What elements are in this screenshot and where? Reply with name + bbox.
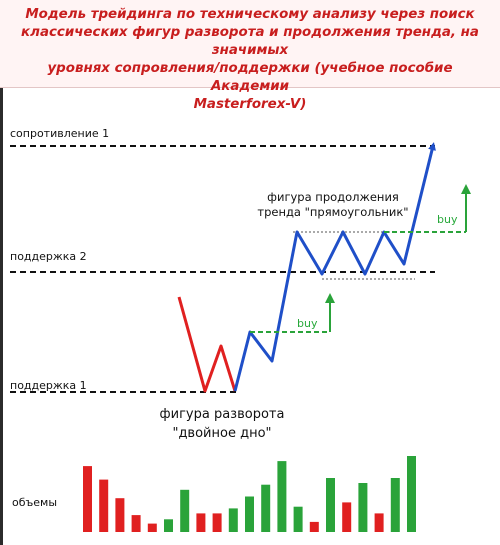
- reversal-caption-line1: фигура разворота: [160, 407, 285, 422]
- volume-bar: [407, 456, 416, 532]
- volume-bar: [326, 478, 335, 532]
- volume-bar: [83, 466, 92, 532]
- volume-bar: [164, 519, 173, 532]
- header-banner: Модель трейдинга по техническому анализу…: [0, 0, 500, 112]
- volume-bar: [374, 513, 384, 532]
- volume-bar: [293, 506, 303, 532]
- header-title-line4: Masterforex-V): [193, 97, 307, 112]
- volume-bar: [180, 489, 190, 532]
- volume-bar: [358, 483, 368, 532]
- volume-bar: [342, 502, 352, 532]
- buy1-label: buy: [297, 317, 318, 330]
- volume-bar: [147, 523, 157, 532]
- resistance1-label: сопротивление 1: [10, 127, 109, 140]
- volume-bar: [228, 508, 238, 532]
- header-title-line2: классических фигур разворота и продолжен…: [21, 25, 479, 58]
- support1-label: поддержка 1: [10, 379, 87, 392]
- volume-bar: [390, 478, 400, 532]
- continuation-caption-line1: фигура продолжения: [267, 190, 399, 204]
- header-title-line3: уровнях сопровления/поддержки (учебное п…: [47, 61, 453, 94]
- buy2-label: buy: [437, 213, 458, 226]
- continuation-caption-line2: тренда "прямоугольник": [257, 205, 408, 219]
- volume-bar: [196, 513, 206, 532]
- reversal-caption-line2: "двойное дно": [172, 426, 271, 441]
- uptrend-line: [233, 142, 436, 392]
- volume-bar: [115, 498, 125, 532]
- volume-bar: [245, 496, 254, 532]
- volume-bar: [261, 484, 271, 532]
- volumes-label: объемы: [12, 496, 57, 509]
- left-border: [0, 88, 3, 545]
- support2-label: поддержка 2: [10, 250, 87, 263]
- volume-bar: [212, 513, 222, 532]
- volume-bar: [131, 515, 141, 532]
- header-title-line1: Модель трейдинга по техническому анализу…: [25, 7, 475, 22]
- volume-bar: [309, 521, 319, 532]
- downtrend-line: [177, 296, 237, 393]
- volume-bar: [99, 479, 109, 532]
- volume-bar: [277, 461, 287, 532]
- volume-bars: [83, 456, 416, 532]
